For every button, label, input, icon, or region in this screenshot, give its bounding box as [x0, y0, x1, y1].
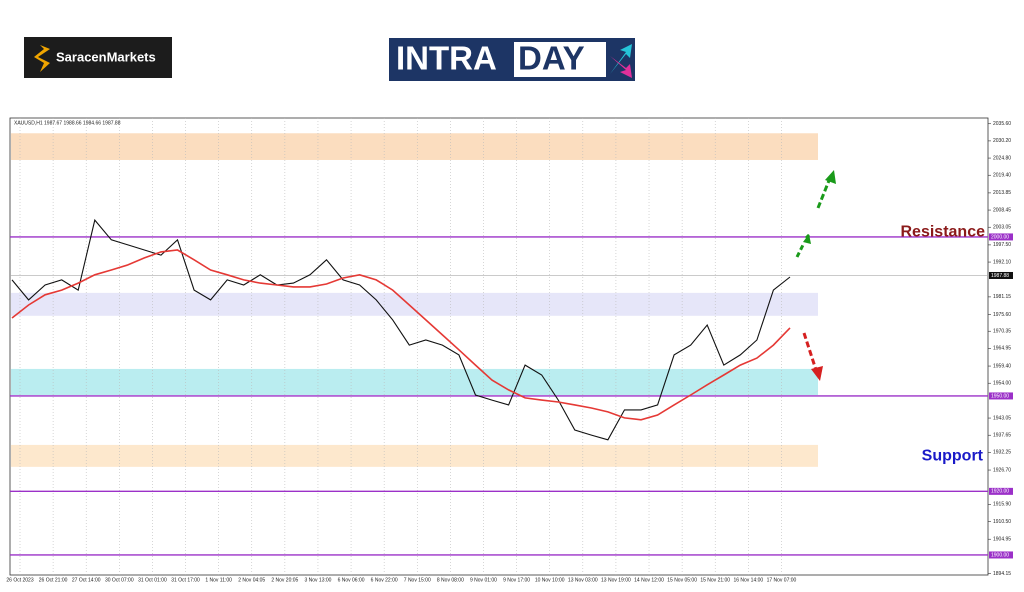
logo-day: DAY — [518, 40, 585, 77]
y-tick-label: 1954.00 — [993, 381, 1011, 387]
symbol-info: XAUUSD,H1 1987.67 1988.66 1984.66 1987.8… — [14, 120, 121, 126]
zone — [11, 133, 818, 160]
level-tag — [989, 233, 1013, 241]
brand-icon — [34, 45, 50, 72]
arrow-head — [825, 170, 836, 184]
plot-frame — [9, 117, 989, 576]
x-tick-label: 1 Nov 11:00 — [205, 577, 232, 583]
brand-logo-bg — [24, 37, 172, 78]
x-tick-label: 15 Nov 21:00 — [700, 577, 730, 583]
annotation: Resistance — [901, 223, 986, 240]
y-tick-label: 1937.65 — [993, 433, 1011, 439]
y-tick-label: 2008.45 — [993, 207, 1011, 213]
x-tick-label: 10 Nov 10:00 — [535, 577, 565, 583]
x-tick-label: 14 Nov 12:00 — [634, 577, 664, 583]
logo-intra: INTRA — [396, 40, 497, 77]
zone — [11, 292, 818, 316]
level-label: 1900.00 — [991, 552, 1009, 558]
level-label: 2000.00 — [991, 234, 1009, 240]
y-tick-label: 1975.60 — [993, 312, 1011, 318]
arrow-head — [811, 366, 823, 381]
arrow-up-large — [816, 177, 832, 209]
y-tick-label: 1904.95 — [993, 537, 1011, 543]
x-tick-label: 31 Oct 17:00 — [171, 577, 200, 583]
y-tick-label: 1943.05 — [993, 415, 1011, 421]
x-tick-label: 17 Nov 07:00 — [767, 577, 797, 583]
y-tick-label: 1964.95 — [993, 346, 1011, 352]
x-tick-label: 30 Oct 07:00 — [105, 577, 134, 583]
y-tick-label: 1894.15 — [993, 571, 1011, 577]
x-tick-label: 6 Nov 06:00 — [338, 577, 365, 583]
brand-name: SaracenMarkets — [56, 49, 156, 64]
price-tag — [989, 271, 1013, 279]
y-tick-label: 1910.50 — [993, 519, 1011, 525]
level-label: 1950.00 — [991, 393, 1009, 399]
x-tick-label: 2 Nov 04:05 — [238, 577, 265, 583]
x-tick-label: 31 Oct 01:00 — [138, 577, 167, 583]
y-tick-label: 2013.85 — [993, 190, 1011, 196]
x-tick-label: 16 Nov 14:00 — [733, 577, 763, 583]
y-tick-label: 1997.50 — [993, 242, 1011, 248]
y-tick-label: 2030.20 — [993, 138, 1011, 144]
logo-arrow-up — [610, 44, 632, 74]
x-tick-label: 26 Oct 2023 — [6, 577, 33, 583]
x-tick-label: 27 Oct 14:00 — [72, 577, 101, 583]
y-tick-label: 1981.15 — [993, 294, 1011, 300]
x-tick-label: 13 Nov 03:00 — [568, 577, 598, 583]
y-tick-label: 1970.35 — [993, 329, 1011, 335]
x-tick-label: 7 Nov 15:00 — [404, 577, 431, 583]
current-price-label: 1987.88 — [991, 273, 1009, 279]
y-tick-label: 2035.60 — [993, 121, 1011, 127]
level-tag — [989, 551, 1013, 559]
y-tick-label: 1932.25 — [993, 450, 1011, 456]
logo-arrow-down — [610, 56, 632, 78]
y-tick-label: 1926.70 — [993, 467, 1011, 473]
x-tick-label: 8 Nov 08:00 — [437, 577, 464, 583]
x-tick-label: 2 Nov 20:05 — [271, 577, 298, 583]
x-tick-label: 9 Nov 17:00 — [503, 577, 530, 583]
arrow-head — [803, 234, 811, 244]
x-tick-label: 3 Nov 13:00 — [304, 577, 331, 583]
y-tick-label: 2024.80 — [993, 155, 1011, 161]
level-tag — [989, 487, 1013, 495]
x-tick-label: 15 Nov 05:00 — [667, 577, 697, 583]
logo-day-bg — [514, 42, 606, 77]
x-tick-label: 9 Nov 01:00 — [470, 577, 497, 583]
x-tick-label: 26 Oct 21:00 — [39, 577, 68, 583]
moving-average — [11, 249, 791, 421]
y-tick-label: 1915.90 — [993, 502, 1011, 508]
level-label: 1920.00 — [991, 489, 1009, 495]
x-tick-label: 6 Nov 22:00 — [371, 577, 398, 583]
zone — [11, 368, 818, 395]
annotation: Support — [922, 448, 984, 465]
y-tick-label: 1992.10 — [993, 259, 1011, 265]
price-line — [11, 218, 791, 441]
y-tick-label: 1959.40 — [993, 363, 1011, 369]
arrow-down — [802, 332, 818, 371]
x-tick-label: 13 Nov 19:00 — [601, 577, 631, 583]
y-tick-label: 2019.40 — [993, 173, 1011, 179]
y-tick-label: 2003.05 — [993, 225, 1011, 231]
zone — [11, 444, 818, 467]
level-tag — [989, 392, 1013, 400]
